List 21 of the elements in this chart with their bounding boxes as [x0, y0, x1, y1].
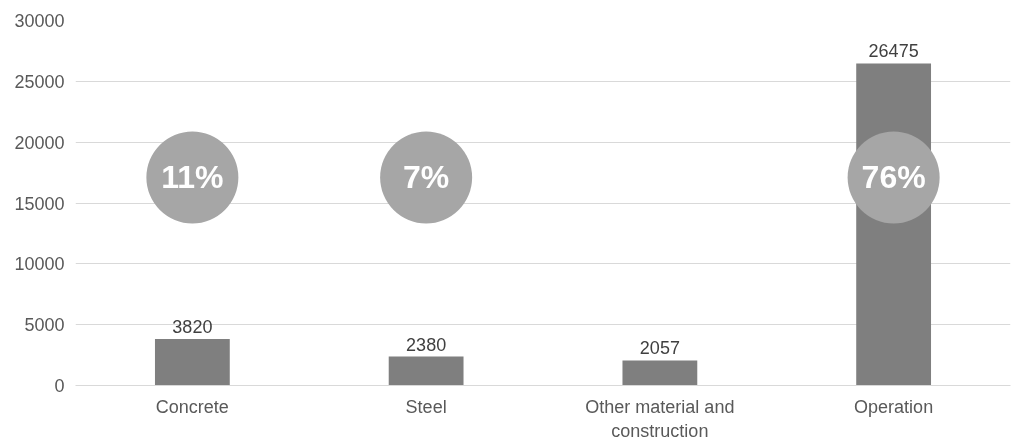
data-label: 3820	[172, 317, 213, 338]
data-label: 26475	[868, 41, 919, 62]
y-tick-label: 5000	[24, 315, 65, 336]
data-label: 2380	[406, 334, 447, 355]
y-tick-label: 15000	[14, 193, 65, 214]
y-tick-label: 10000	[14, 254, 65, 275]
annotation: 7%	[403, 159, 450, 196]
y-tick-label: 20000	[14, 132, 65, 153]
bar	[154, 339, 230, 386]
bar	[622, 360, 698, 386]
y-tick-label: 0	[54, 376, 65, 396]
data-label: 2057	[639, 338, 680, 359]
y-tick-label: 25000	[14, 71, 65, 92]
x-tick-label: Operation	[854, 396, 934, 417]
x-tick-label: Concrete	[155, 396, 229, 417]
bar	[388, 356, 464, 386]
annotation: 76%	[861, 159, 926, 196]
x-tick-label: Other material and construction	[585, 396, 735, 441]
annotation: 11%	[161, 159, 224, 196]
y-tick-label: 30000	[14, 11, 65, 31]
x-tick-label: Steel	[405, 396, 447, 417]
